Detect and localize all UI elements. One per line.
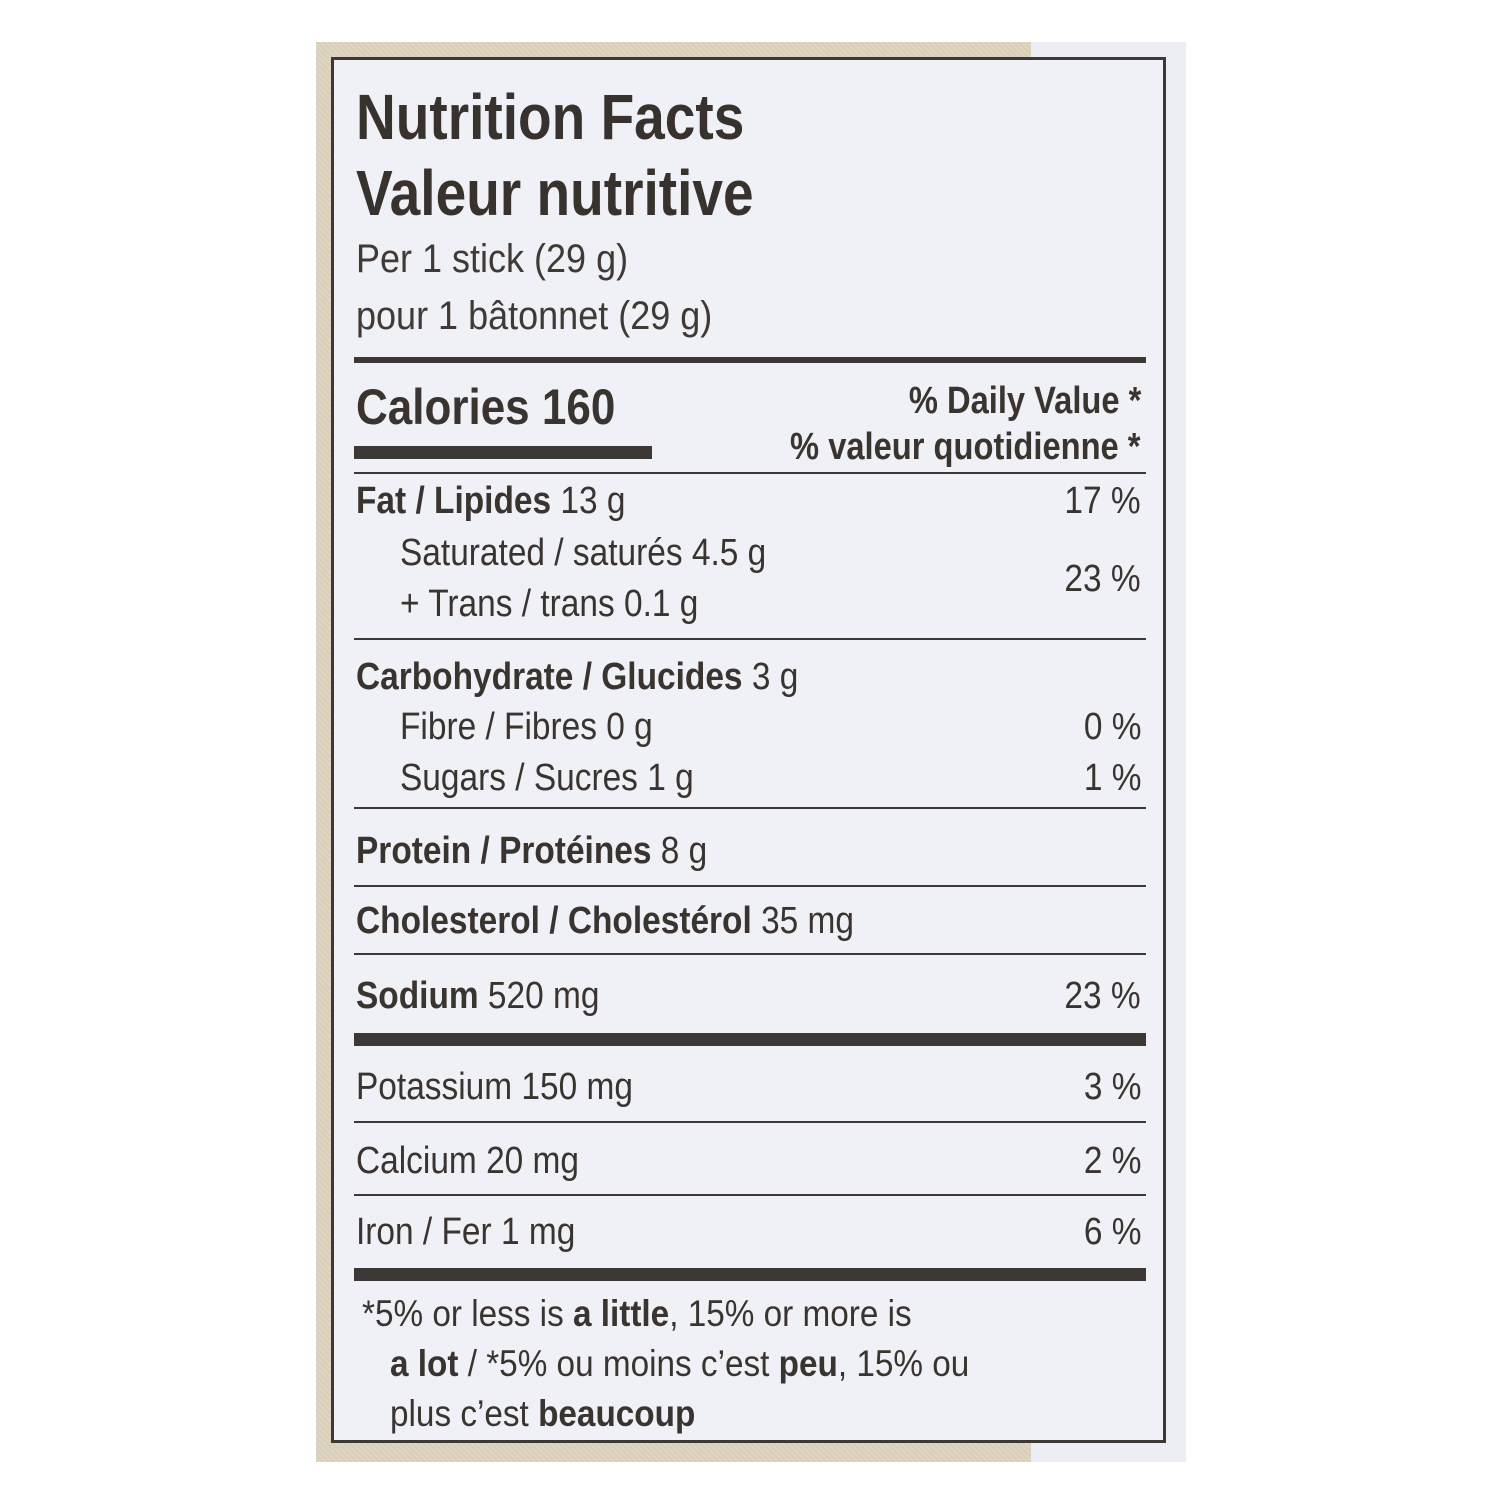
divider [354, 1194, 1146, 1196]
divider [354, 807, 1146, 809]
divider [354, 638, 1146, 640]
protein-row: Protein / Protéines 8 g [356, 830, 708, 872]
daily-value-heading-english: % Daily Value * [908, 380, 1141, 422]
sugars-daily-value: 1 % [1083, 757, 1141, 799]
calcium-daily-value: 2 % [1083, 1140, 1141, 1182]
divider [354, 885, 1146, 887]
calories-line: Calories 160 [356, 378, 615, 436]
iron-daily-value: 6 % [1083, 1211, 1141, 1253]
sodium-row: Sodium 520 mg [356, 975, 600, 1017]
nutrition-facts-table: Nutrition Facts Valeur nutritive Per 1 s… [331, 57, 1166, 1443]
cholesterol-row: Cholesterol / Cholestérol 35 mg [356, 900, 855, 942]
divider [354, 953, 1146, 955]
fat-daily-value: 17 % [1064, 480, 1141, 522]
title-english: Nutrition Facts [356, 81, 745, 153]
saturated-trans-daily-value: 23 % [1064, 558, 1141, 600]
potassium-daily-value: 3 % [1083, 1066, 1141, 1108]
sugars-row: Sugars / Sucres 1 g [400, 757, 694, 799]
potassium-row: Potassium 150 mg [356, 1066, 633, 1108]
divider [354, 1121, 1146, 1123]
carbohydrate-row: Carbohydrate / Glucides 3 g [356, 656, 799, 698]
serving-size-english: Per 1 stick (29 g) [356, 237, 629, 281]
fat-row: Fat / Lipides 13 g [356, 480, 626, 522]
daily-value-heading-french: % valeur quotidienne * [790, 426, 1141, 468]
divider [354, 1033, 1146, 1046]
fibre-row: Fibre / Fibres 0 g [400, 706, 653, 748]
title-french: Valeur nutritive [356, 157, 754, 229]
calories-label: Calories [356, 379, 530, 435]
serving-size-french: pour 1 bâtonnet (29 g) [356, 294, 713, 338]
trans-row: + Trans / trans 0.1 g [400, 583, 699, 625]
iron-row: Iron / Fer 1 mg [356, 1211, 576, 1253]
footnote-line-3: plus c’est beaucoup [390, 1393, 696, 1434]
calories-value: 160 [541, 379, 616, 435]
sodium-daily-value: 23 % [1064, 975, 1141, 1017]
calcium-row: Calcium 20 mg [356, 1140, 580, 1182]
fibre-daily-value: 0 % [1083, 706, 1141, 748]
footnote-line-1: *5% or less is a little, 15% or more is [362, 1293, 912, 1334]
divider [354, 472, 1146, 474]
footnote-line-2: a lot / *5% ou moins c’est peu, 15% ou [390, 1343, 970, 1384]
divider [354, 357, 1146, 363]
divider [354, 1268, 1146, 1281]
calories-underline [354, 446, 652, 459]
saturated-row: Saturated / saturés 4.5 g [400, 532, 767, 574]
